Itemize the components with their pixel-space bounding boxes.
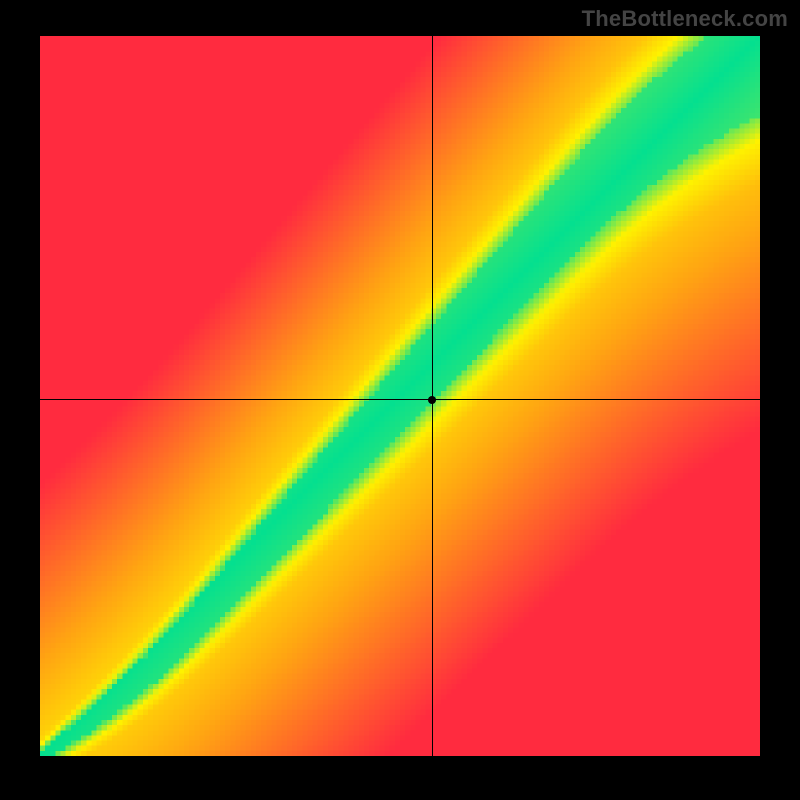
bottleneck-heatmap xyxy=(40,36,760,756)
crosshair-horizontal xyxy=(40,399,760,400)
crosshair-point xyxy=(428,396,436,404)
chart-container: TheBottleneck.com xyxy=(0,0,800,800)
plot-area xyxy=(40,36,760,756)
watermark-text: TheBottleneck.com xyxy=(582,6,788,32)
